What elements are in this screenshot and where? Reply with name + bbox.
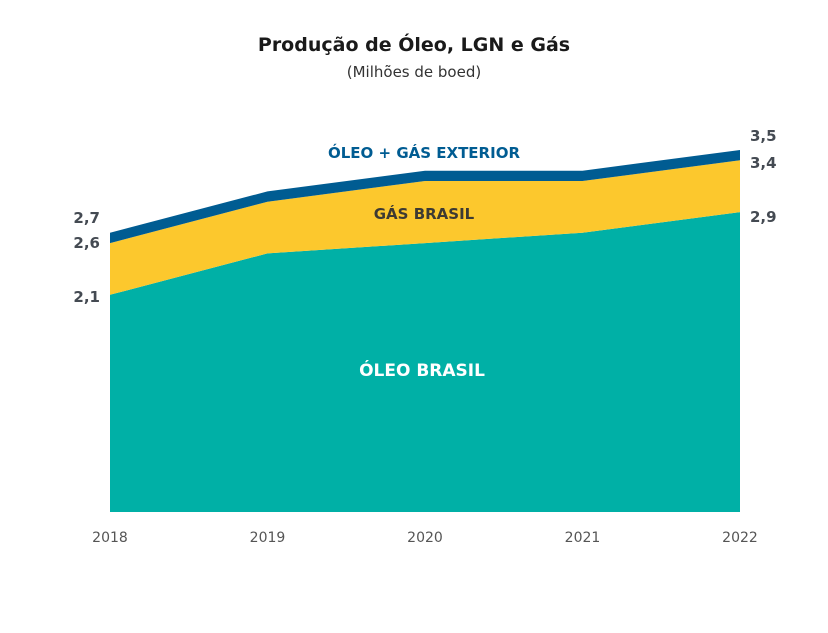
- end-label-gas: 3,4: [750, 154, 777, 172]
- x-tick-label: 2020: [407, 530, 443, 546]
- end-label-oleo: 2,9: [750, 208, 777, 226]
- series-label-oleo-gas-exterior: ÓLEO + GÁS EXTERIOR: [328, 143, 520, 162]
- series-label-oleo-brasil: ÓLEO BRASIL: [359, 359, 485, 381]
- x-tick-label: 2022: [722, 530, 758, 546]
- start-label-gas: 2,6: [73, 234, 100, 252]
- end-label-total: 3,5: [750, 127, 777, 145]
- x-tick-label: 2021: [565, 530, 601, 546]
- chart-title: Produção de Óleo, LGN e Gás: [257, 34, 571, 56]
- series-label-gas-brasil: GÁS BRASIL: [374, 204, 475, 223]
- x-tick-label: 2018: [92, 530, 128, 546]
- area-oleo-brasil: [110, 212, 740, 512]
- start-label-total: 2,7: [73, 209, 100, 227]
- area-oleo-gas-exterior: [110, 150, 740, 244]
- start-label-oleo: 2,1: [73, 288, 100, 306]
- x-tick-label: 2019: [250, 530, 286, 546]
- area-gas-brasil: [110, 160, 740, 295]
- chart-subtitle: (Milhões de boed): [346, 63, 482, 81]
